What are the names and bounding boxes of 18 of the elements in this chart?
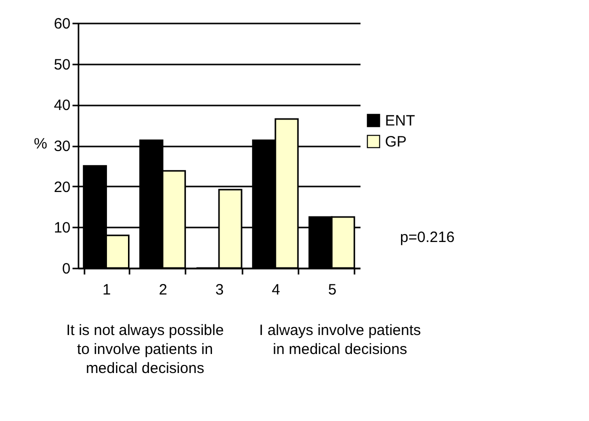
x-tick-label: 4 bbox=[272, 282, 280, 298]
x-tick-label: 2 bbox=[158, 282, 168, 298]
y-tick-label: 50 bbox=[54, 56, 70, 74]
y-tick-label: 30 bbox=[54, 138, 70, 155]
y-tick-label: 20 bbox=[54, 178, 70, 196]
text: p=0.216 bbox=[400, 229, 455, 246]
y-tick-label: 40 bbox=[54, 97, 70, 114]
y-axis-title: % bbox=[34, 136, 48, 152]
x-tick-label: 5 bbox=[328, 282, 336, 298]
y-tick-label: 10 bbox=[54, 220, 70, 237]
y-tick-label: 60 bbox=[54, 16, 70, 32]
legend-label: ENT bbox=[385, 112, 415, 130]
text: I always involve patients in medical decisions bbox=[259, 322, 421, 358]
y-tick-label: 0 bbox=[62, 260, 70, 278]
x-tick-label: 3 bbox=[215, 282, 224, 298]
text: It is not always possible to involve patients in medical decisions bbox=[66, 322, 224, 377]
x-tick-label: 1 bbox=[102, 282, 111, 298]
legend-label: GP bbox=[385, 134, 407, 150]
